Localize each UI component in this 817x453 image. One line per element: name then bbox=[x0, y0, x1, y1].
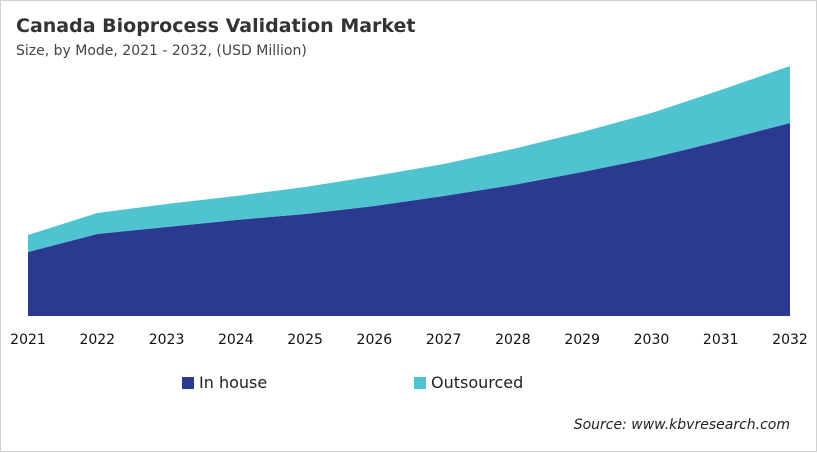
x-tick-label: 2027 bbox=[426, 332, 462, 348]
x-tick-label: 2030 bbox=[634, 332, 670, 348]
chart-title: Canada Bioprocess Validation Market bbox=[16, 15, 416, 37]
x-tick-label: 2021 bbox=[10, 332, 46, 348]
x-tick-label: 2029 bbox=[564, 332, 600, 348]
x-tick-label: 2025 bbox=[287, 332, 323, 348]
x-tick-label: 2032 bbox=[772, 332, 808, 348]
x-tick-label: 2024 bbox=[218, 332, 254, 348]
area-in-house bbox=[28, 123, 790, 316]
x-tick-label: 2028 bbox=[495, 332, 531, 348]
x-tick-label: 2022 bbox=[79, 332, 115, 348]
legend-item-in-house: In house bbox=[182, 373, 267, 392]
x-tick-label: 2026 bbox=[357, 332, 393, 348]
legend-label-outsourced: Outsourced bbox=[431, 373, 524, 392]
source-note: Source: www.kbvresearch.com bbox=[573, 417, 790, 433]
legend-swatch-in-house bbox=[182, 376, 194, 389]
area-outsourced bbox=[28, 66, 790, 252]
chart-subtitle: Size, by Mode, 2021 - 2032, (USD Million… bbox=[16, 43, 307, 59]
legend-swatch-outsourced bbox=[414, 376, 426, 389]
legend-label-in-house: In house bbox=[199, 373, 268, 392]
x-tick-label: 2031 bbox=[703, 332, 739, 348]
x-tick-label: 2023 bbox=[149, 332, 185, 348]
legend-item-outsourced: Outsourced bbox=[414, 373, 523, 392]
